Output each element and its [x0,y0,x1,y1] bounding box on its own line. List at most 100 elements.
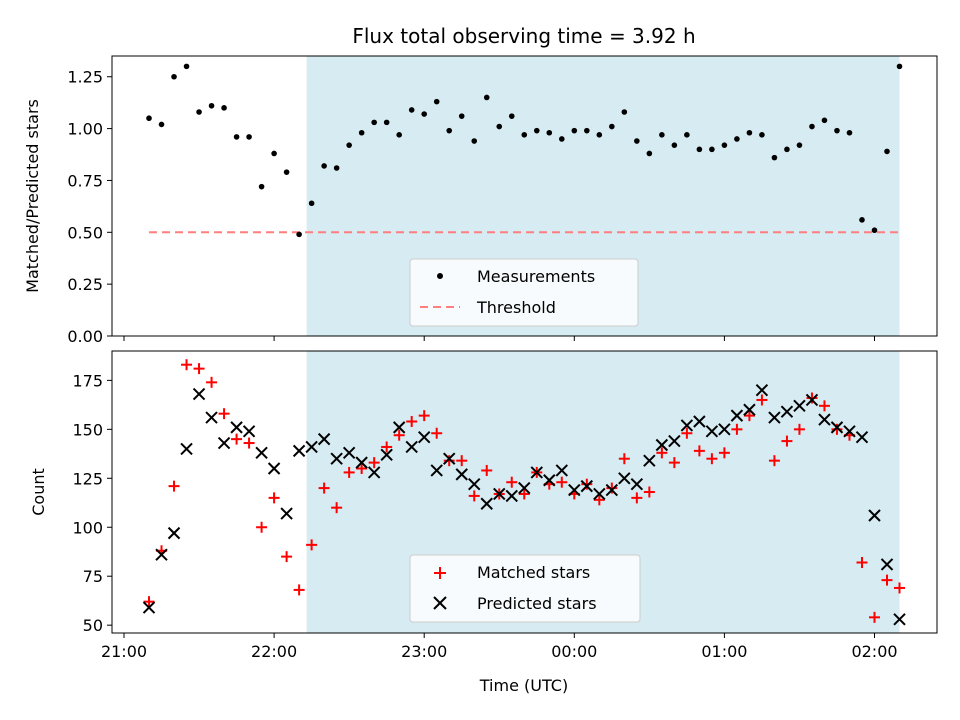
predicted-star-point [405,440,418,454]
predicted-star-point [392,421,406,434]
predicted-star-point [367,466,381,479]
measurement-point [246,134,252,140]
measurement-point [671,142,678,148]
predicted-star-point [205,411,218,424]
measurement-point [571,127,578,134]
matched-star-point [206,376,218,388]
matched-star-point [168,480,180,492]
bottom-x-tick-label: 23:00 [401,642,447,661]
matched-star-point [869,611,880,623]
bottom-legend: Matched stars Predicted stars [409,554,641,623]
predicted-star-point [668,434,681,448]
matched-star-point [193,363,205,375]
top-y-tick-label: 1.25 [67,68,103,87]
predicted-star-point [743,403,756,416]
predicted-star-point [455,468,468,481]
measurement-point [508,113,515,119]
bottom-y-tick-label: 100 [72,518,103,537]
matched-star-point [806,392,818,404]
predicted-star-point [505,489,518,503]
bottom-x-tick-label: 01:00 [701,642,747,661]
bottom-y-tick-label: 150 [72,420,103,439]
measurement-point [396,132,402,138]
measurement-point [433,98,440,105]
measurement-point [859,217,865,223]
top-y-axis: 0.00 0.25 0.50 0.75 1.00 1.25 [67,68,112,346]
legend-matched-label: Matched stars [477,563,590,582]
top-axes-frame [111,55,938,337]
top-y-tick-label: 0.00 [67,327,103,346]
predicted-star-point [167,526,181,540]
predicted-star-point [493,487,506,501]
measurement-point [483,94,490,101]
measurement-point [821,117,828,124]
chart-title: Flux total observing time = 3.92 h [352,24,695,48]
predicted-star-point [317,432,331,446]
measurement-point [158,121,165,128]
measurement-point [809,123,815,130]
predicted-star-point [718,423,731,436]
predicted-star-point [230,421,243,434]
bottom-y-tick-label: 75 [83,567,103,586]
matched-star-point [481,464,493,476]
top-x-axis-ticks [123,336,875,341]
measurement-point [308,200,315,207]
predicted-star-point [605,483,619,497]
matched-star-point [306,539,318,551]
predicted-star-point [355,456,368,469]
matched-star-point [768,455,780,467]
measurement-point [458,113,465,119]
measurement-point [796,142,803,148]
matched-star-point [368,457,380,469]
matched-star-point [643,486,655,498]
measurement-point [734,136,740,142]
measurement-point [609,123,615,130]
measurement-point [146,115,152,122]
measurement-point [696,146,703,153]
top-y-tick-label: 0.50 [67,223,103,242]
matched-star-point [668,457,680,469]
matched-star-point [281,551,293,563]
predicted-star-point [555,464,568,477]
predicted-star-point [255,446,268,460]
matched-star-point [268,492,280,504]
matched-star-point [556,476,568,488]
legend-predicted-label: Predicted stars [477,594,597,613]
top-y-tick-label: 1.00 [67,120,103,139]
matched-star-point [656,447,668,459]
measurement-point [834,127,840,134]
matched-star-point [793,423,805,435]
matched-star-point [218,408,230,420]
matched-star-point [706,453,718,465]
bottom-panel: 50 75 100 125 150 175 21:00 22:00 23:00 00:00 01:… [29,350,938,695]
predicted-star-point [518,481,531,495]
measurement-point [684,132,690,138]
top-panel: 0.00 0.25 0.50 0.75 1.00 1.25 Matched/Predict… [23,55,938,346]
matched-star-point [356,463,368,474]
predicted-star-point [430,464,443,477]
bottom-y-axis: 50 75 100 125 150 175 [72,371,112,635]
measurement-point [759,132,765,138]
matched-star-point [418,410,430,422]
predicted-star-point [843,425,856,438]
legend-threshold-label: Threshold [476,298,556,317]
measurement-point [521,132,528,138]
measurement-point [596,132,603,138]
predicted-star-point [443,452,456,465]
measurement-point [408,107,415,113]
top-y-axis-label: Matched/Predicted stars [23,99,42,293]
measurement-point [383,119,390,126]
predicted-star-point [730,409,744,422]
measurement-point [621,109,628,115]
predicted-star-point [868,509,881,522]
matched-star-point [468,490,480,502]
measurement-point [446,127,453,134]
predicted-star-point [417,430,431,444]
bottom-y-tick-label: 175 [72,371,103,390]
predicted-star-point [655,438,669,452]
bottom-x-tick-label: 02:00 [851,642,897,661]
predicted-star-point [480,497,493,510]
measurement-point [233,134,240,140]
measurement-point [709,146,715,153]
measurement-point [771,154,778,161]
